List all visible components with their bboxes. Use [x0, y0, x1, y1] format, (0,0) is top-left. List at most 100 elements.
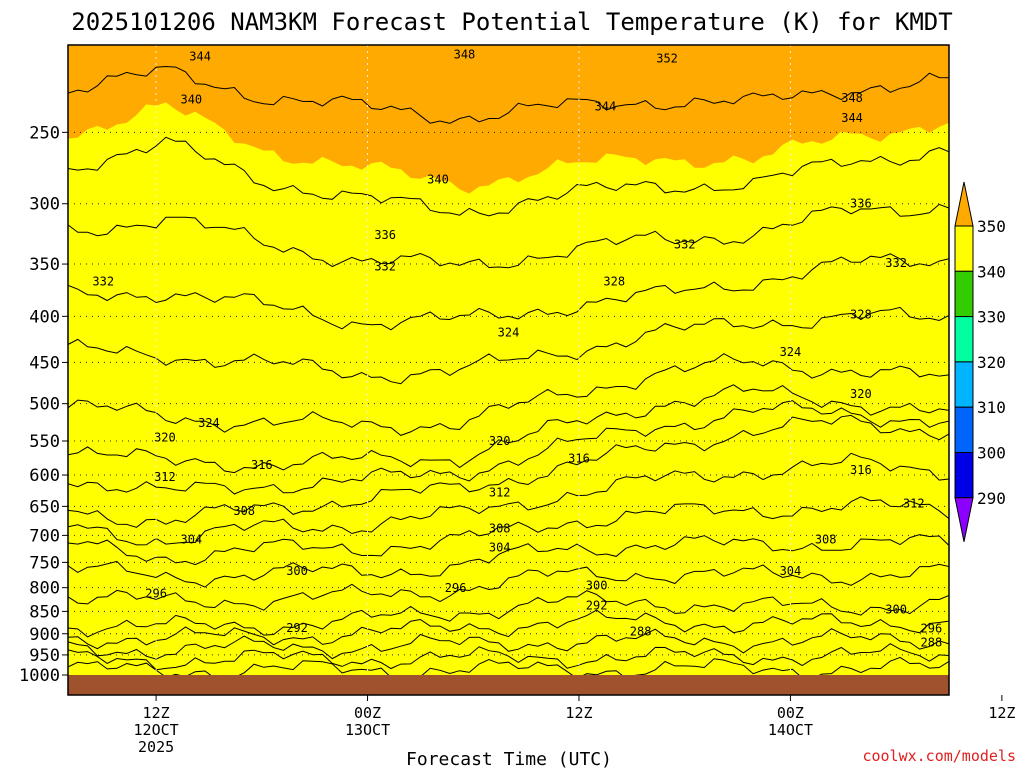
x-tick-label: 12Z — [988, 704, 1015, 722]
contour-292 — [68, 628, 949, 660]
y-tick-label: 450 — [29, 353, 60, 373]
y-tick-label: 750 — [29, 553, 60, 573]
contour-352 — [68, 65, 949, 124]
contour-label: 344 — [595, 99, 617, 113]
y-axis-pressure: 250 300 350 400 450 500 550 600 650 700 750 800 850 9… — [19, 123, 68, 686]
contour-348 — [68, 136, 949, 217]
x-tick-label: 00Z — [777, 704, 804, 722]
y-tick-label: 400 — [29, 307, 60, 327]
colorbar-swatch — [954, 225, 974, 272]
colorbar-swatch-top — [954, 181, 974, 227]
contour-316 — [68, 452, 949, 546]
colorbar-swatch — [954, 406, 974, 454]
colorbar-swatch — [954, 361, 974, 408]
contour-label: 316 — [568, 451, 590, 465]
colorbar-label: 330 — [977, 308, 1006, 327]
colorbar: 350 340 330 320 310 300 290 — [954, 181, 1006, 542]
colorbar-label: 340 — [977, 262, 1006, 281]
y-tick-label: 500 — [29, 395, 60, 415]
contour-label: 324 — [198, 416, 220, 430]
contour-label: 312 — [154, 470, 176, 484]
contour-label: 332 — [92, 275, 114, 289]
contour-284 — [68, 656, 949, 675]
y-tick-label: 700 — [29, 526, 60, 546]
x-axis-label: Forecast Time (UTC) — [406, 749, 612, 768]
contour-324 — [68, 400, 949, 495]
contour-label: 348 — [454, 48, 476, 62]
contour-label: 304 — [180, 532, 202, 546]
contour-label: 320 — [850, 387, 872, 401]
contour-label: 320 — [489, 434, 511, 448]
contour-312 — [68, 496, 949, 566]
contour-label: 320 — [154, 430, 176, 444]
contour-332 — [68, 353, 949, 436]
contour-label: 288 — [630, 625, 652, 639]
contour-label: 332 — [885, 256, 907, 270]
contour-label: 352 — [656, 51, 678, 65]
y-tick-label: 850 — [29, 602, 60, 622]
contour-label: 332 — [674, 238, 696, 252]
contour-label: 344 — [841, 111, 863, 125]
contour-label: 296 — [145, 586, 167, 600]
contour-300 — [68, 590, 949, 638]
x-tick-label: 00Z — [354, 704, 381, 722]
contour-label: 336 — [850, 197, 872, 211]
site-credit: coolwx.com/models — [862, 747, 1016, 765]
contour-label: 340 — [180, 93, 202, 107]
contour-label: 316 — [251, 458, 273, 472]
contour-label: 328 — [603, 275, 625, 289]
contour-label: 340 — [427, 172, 449, 186]
y-tick-label: 950 — [29, 646, 60, 666]
contour-label: 296 — [445, 581, 467, 595]
contour-label: 312 — [903, 496, 925, 510]
contour-label: 300 — [586, 579, 608, 593]
y-tick-label: 800 — [29, 579, 60, 599]
y-tick-label: 900 — [29, 625, 60, 645]
contour-344 — [68, 203, 949, 269]
colorbar-label: 320 — [977, 353, 1006, 372]
y-tick-label: 600 — [29, 466, 60, 486]
contour-304 — [68, 563, 949, 611]
contour-label: 292 — [286, 621, 308, 635]
colorbar-swatch — [954, 270, 974, 318]
contour-label: 300 — [885, 603, 907, 617]
colorbar-swatch-bottom — [954, 497, 974, 542]
contour-label: 312 — [489, 485, 511, 499]
y-tick-label: 250 — [29, 123, 60, 143]
x-tick-label: 12Z — [143, 704, 170, 722]
x-tick-label: 12Z — [565, 704, 592, 722]
contour-label: 296 — [921, 622, 943, 636]
plot-frame — [67, 44, 950, 696]
contour-288 — [68, 643, 949, 671]
ground — [68, 675, 949, 695]
y-tick-label: 1000 — [19, 666, 60, 686]
contour-labels: 344 348 352 340 344 348 344 340 336 336 332 332 332 3… — [92, 48, 942, 650]
y-tick-label: 300 — [29, 195, 60, 215]
y-tick-label: 350 — [29, 255, 60, 275]
x-tick-label: 12OCT — [134, 721, 179, 739]
y-tick-label: 650 — [29, 497, 60, 517]
x-tick-label: 14OCT — [768, 721, 813, 739]
contour-label: 344 — [189, 50, 211, 64]
contour-label: 304 — [489, 540, 511, 554]
contour-label: 332 — [374, 259, 396, 273]
contour-296 — [68, 609, 949, 650]
contour-320 — [68, 414, 949, 528]
contour-label: 336 — [374, 228, 396, 242]
contour-label: 308 — [233, 504, 255, 518]
colorbar-swatch — [954, 452, 974, 499]
contour-308 — [68, 534, 949, 588]
contour-336 — [68, 306, 949, 385]
contour-label: 324 — [498, 326, 520, 340]
contour-label: 348 — [841, 91, 863, 105]
colorbar-label: 300 — [977, 444, 1006, 463]
y-tick-label: 550 — [29, 432, 60, 452]
contour-label: 288 — [921, 635, 943, 649]
contour-label: 316 — [850, 463, 872, 477]
colorbar-swatch — [954, 316, 974, 363]
theta-band-350 — [68, 102, 949, 675]
contour-label: 292 — [586, 598, 608, 612]
contour-328 — [68, 384, 949, 474]
